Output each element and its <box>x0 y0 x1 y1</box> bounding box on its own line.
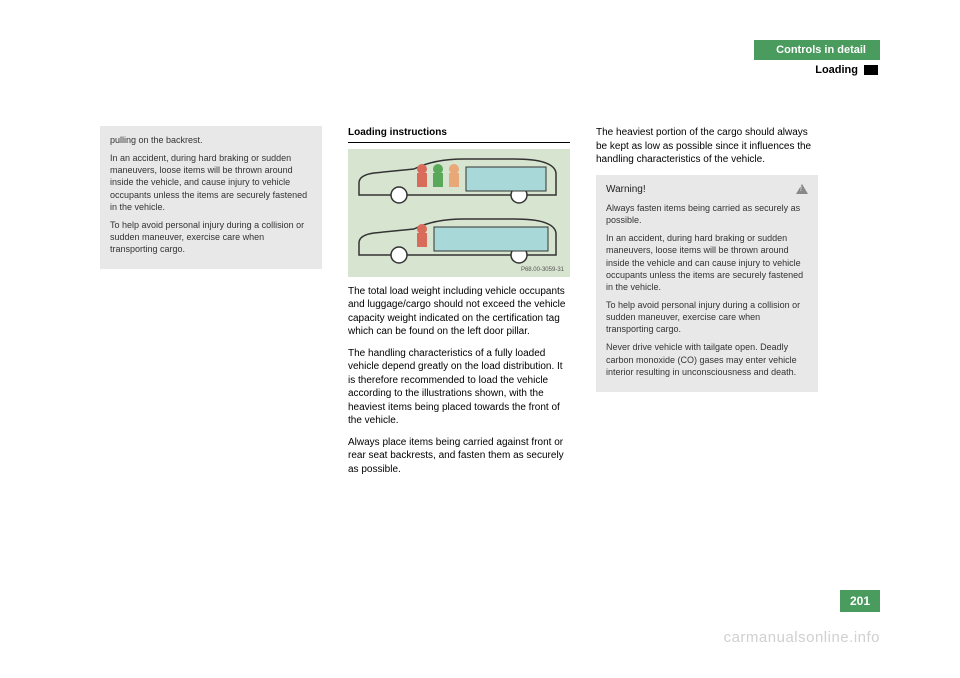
watermark-text: carmanualsonline.info <box>724 629 880 646</box>
warning-text: Always fasten items being carried as sec… <box>606 202 808 226</box>
caution-text: In an accident, during hard braking or s… <box>110 152 312 213</box>
warning-text: To help avoid personal injury during a c… <box>606 299 808 335</box>
warning-text: In an accident, during hard braking or s… <box>606 232 808 293</box>
warning-triangle-icon <box>796 184 808 194</box>
column-3: The heaviest portion of the cargo should… <box>596 126 818 484</box>
vehicle-svg-icon <box>354 213 564 267</box>
column-2: Loading instructions <box>348 126 570 484</box>
page-number-badge: 201 <box>840 590 880 612</box>
page-header: Controls in detail Loading <box>754 40 880 76</box>
manual-page: Controls in detail Loading pulling on th… <box>0 0 960 678</box>
loading-diagram: P68.00-3059-31 <box>348 149 570 277</box>
caution-text: pulling on the backrest. <box>110 134 312 146</box>
section-title-row: Loading <box>754 64 880 76</box>
column-1: pulling on the backrest. In an accident,… <box>100 126 322 484</box>
caution-text: To help avoid personal injury during a c… <box>110 219 312 255</box>
warning-header: Warning! <box>606 183 808 197</box>
loading-instructions-title: Loading instructions <box>348 126 570 143</box>
vehicle-svg-icon <box>354 153 564 207</box>
body-text: The heaviest portion of the cargo should… <box>596 126 818 167</box>
chapter-tab: Controls in detail <box>754 40 880 60</box>
warning-box: Warning! Always fasten items being carri… <box>596 175 818 392</box>
warning-title: Warning! <box>606 183 646 197</box>
section-title: Loading <box>815 64 858 76</box>
vehicle-diagram-bottom <box>354 213 564 267</box>
section-marker-icon <box>864 65 878 75</box>
vehicle-diagram-top <box>354 153 564 207</box>
caution-box-continued: pulling on the backrest. In an accident,… <box>100 126 322 269</box>
body-text: The total load weight including vehicle … <box>348 285 570 339</box>
diagram-reference-label: P68.00-3059-31 <box>521 266 564 274</box>
body-text: Always place items being carried against… <box>348 436 570 477</box>
body-text: The handling characteristics of a fully … <box>348 347 570 428</box>
warning-text: Never drive vehicle with tailgate open. … <box>606 341 808 377</box>
content-columns: pulling on the backrest. In an accident,… <box>100 126 880 484</box>
